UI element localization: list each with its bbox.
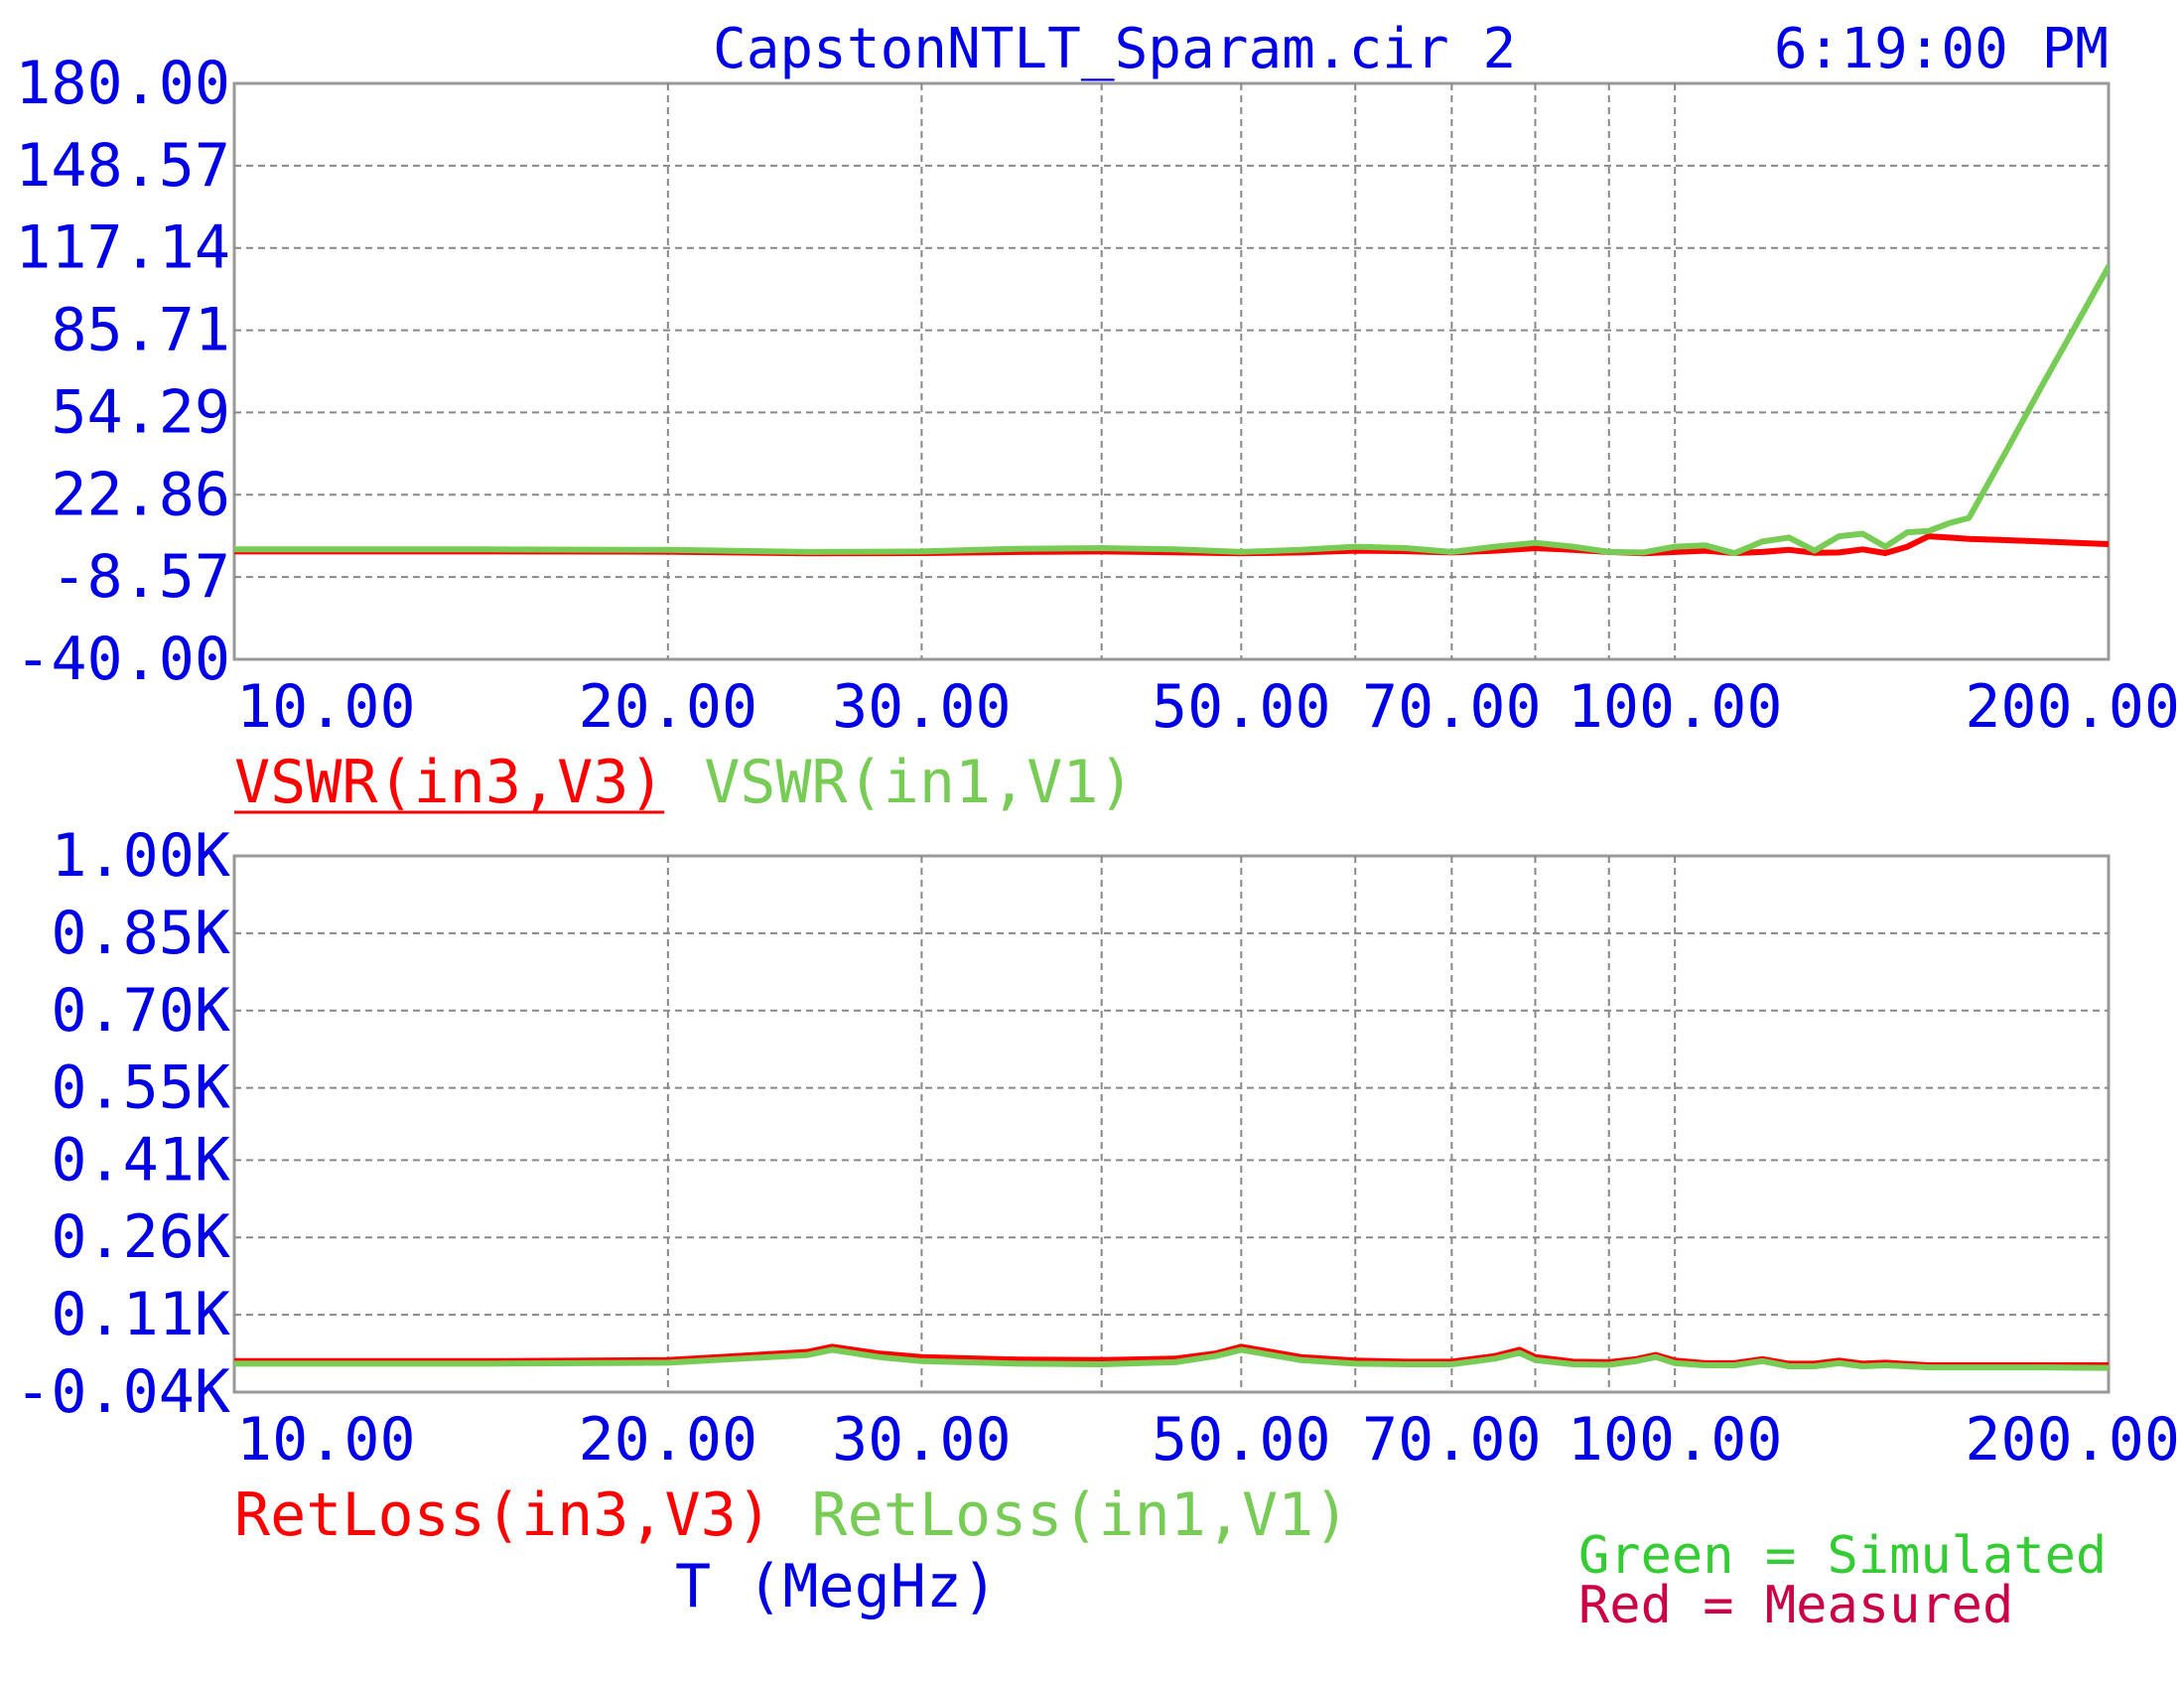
x-tick-label: 20.00: [579, 1405, 758, 1475]
x-tick-label: 70.00: [1362, 672, 1542, 742]
y-tick-label: 0.55K: [51, 1054, 230, 1123]
x-tick-label: 100.00: [1568, 672, 1783, 742]
chart-panels: -40.00 -8.57 22.86 54.29 85.71 117.14 148.57 18…: [15, 49, 2180, 1550]
x-tick-label: 30.00: [832, 672, 1012, 742]
x-tick-label: 50.00: [1152, 672, 1331, 742]
y-tick-label: 0.70K: [51, 976, 230, 1046]
y-tick-label: 1.00K: [51, 821, 230, 891]
y-tick-label: 0.85K: [51, 899, 230, 968]
x-tick-label: 10.00: [236, 672, 416, 742]
x-axis-label: T (MegHz): [675, 1552, 998, 1621]
chart-title: CapstonNTLT_Sparam.cir 2: [713, 17, 1516, 81]
color-key-notes: Green = Simulated Red = Measured: [1578, 1526, 2107, 1635]
x-tick-label: 10.00: [236, 1405, 416, 1475]
plot-frame: [232, 81, 2111, 661]
y-tick-label: 54.29: [51, 377, 230, 447]
x-tick-label: 20.00: [579, 672, 758, 742]
legend-entry-vswr-in3-v3[interactable]: VSWR(in3,V3): [234, 748, 664, 817]
x-tick-label: 200.00: [1965, 672, 2180, 742]
x-tick-label: 100.00: [1568, 1405, 1783, 1475]
series-line-retloss-in1-v1: [234, 1346, 2109, 1371]
x-tick-label: 200.00: [1965, 1405, 2180, 1475]
chart-header: CapstonNTLT_Sparam.cir 2 6:19:00 PM: [713, 17, 2109, 81]
legend-entry-vswr-in1-v1[interactable]: VSWR(in1,V1): [704, 748, 1134, 817]
y-tick-label: 22.86: [51, 460, 230, 529]
series-line-vswr-in1-v1: [234, 263, 2109, 557]
y-tick-label: 0.26K: [51, 1202, 230, 1272]
y-tick-label: 0.41K: [51, 1125, 230, 1195]
x-tick-label: 70.00: [1362, 1405, 1542, 1475]
y-tick-label: -8.57: [51, 542, 230, 612]
y-tick-label: -0.04K: [15, 1357, 230, 1427]
legend-entry-retloss-in3-v3[interactable]: RetLoss(in3,V3): [234, 1480, 772, 1550]
y-tick-label: 0.11K: [51, 1280, 230, 1349]
plot-frame: [232, 854, 2111, 1394]
x-tick-label: 30.00: [832, 1405, 1012, 1475]
y-tick-label: 148.57: [15, 131, 230, 201]
panel-top: -40.00 -8.57 22.86 54.29 85.71 117.14 148.57 18…: [15, 49, 2180, 817]
y-tick-label: 117.14: [15, 213, 230, 283]
legend-entry-retloss-in1-v1[interactable]: RetLoss(in1,V1): [812, 1480, 1350, 1550]
y-tick-label: -40.00: [15, 625, 230, 694]
note-simulated: Green = Simulated: [1578, 1526, 2107, 1586]
chart-timestamp: 6:19:00 PM: [1774, 17, 2109, 81]
note-measured: Red = Measured: [1578, 1576, 2013, 1635]
y-tick-label: 180.00: [15, 49, 230, 118]
y-tick-label: 85.71: [51, 296, 230, 365]
x-tick-label: 50.00: [1152, 1405, 1331, 1475]
